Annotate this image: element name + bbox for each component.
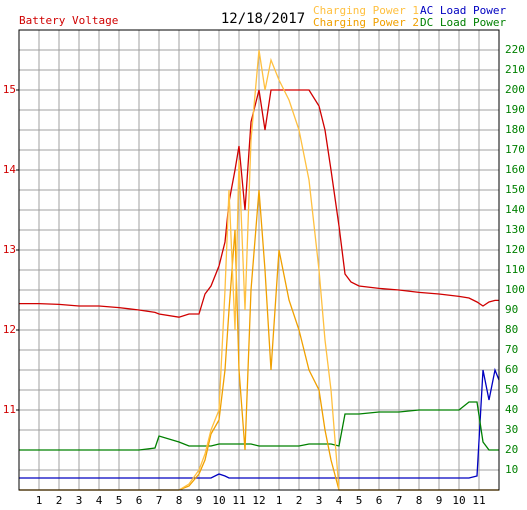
y2-tick-label: 210	[505, 63, 525, 76]
x-tick-label: 5	[116, 494, 123, 507]
y-tick-label: 14	[3, 163, 17, 176]
y2-tick-label: 170	[505, 143, 525, 156]
x-tick-label: 9	[196, 494, 203, 507]
legend-entry: DC Load Power	[420, 16, 506, 29]
data-line	[19, 89, 499, 318]
x-tick-label: 3	[316, 494, 323, 507]
x-tick-label: 11	[232, 494, 245, 507]
x-tick-label: 7	[156, 494, 163, 507]
x-tick-label: 5	[356, 494, 363, 507]
y2-tick-label: 140	[505, 203, 525, 216]
y2-tick-label: 150	[505, 183, 525, 196]
y2-tick-label: 120	[505, 243, 525, 256]
x-tick-label: 4	[96, 494, 103, 507]
y2-tick-label: 190	[505, 103, 525, 116]
y2-tick-label: 30	[505, 423, 518, 436]
x-tick-label: 10	[452, 494, 465, 507]
x-tick-label: 10	[212, 494, 225, 507]
y2-tick-label: 40	[505, 403, 518, 416]
y2-tick-label: 180	[505, 123, 525, 136]
y2-tick-label: 20	[505, 443, 518, 456]
y2-tick-label: 10	[505, 463, 518, 476]
x-tick-label: 1	[276, 494, 283, 507]
x-tick-label: 6	[136, 494, 143, 507]
x-tick-label: 4	[336, 494, 343, 507]
legend-entry: Charging Power 2	[313, 16, 419, 29]
y2-tick-label: 100	[505, 283, 525, 296]
y2-tick-label: 50	[505, 383, 518, 396]
y2-tick-label: 200	[505, 83, 525, 96]
x-tick-label: 11	[472, 494, 485, 507]
y2-tick-label: 90	[505, 303, 518, 316]
chart-title: 12/18/2017	[221, 11, 305, 27]
y2-tick-label: 220	[505, 43, 525, 56]
x-tick-label: 6	[376, 494, 383, 507]
x-tick-label: 7	[396, 494, 403, 507]
legend-entry: Battery Voltage	[19, 14, 118, 27]
legend-entry: Charging Power 1	[313, 4, 419, 17]
x-tick-label: 12	[252, 494, 265, 507]
y2-tick-label: 110	[505, 263, 525, 276]
y2-tick-label: 80	[505, 323, 518, 336]
y2-tick-label: 160	[505, 163, 525, 176]
data-line	[19, 367, 500, 479]
y-tick-label: 13	[3, 243, 16, 256]
y2-tick-label: 60	[505, 363, 518, 376]
x-tick-label: 1	[36, 494, 43, 507]
y2-tick-label: 130	[505, 223, 525, 236]
x-tick-label: 9	[436, 494, 443, 507]
x-tick-label: 3	[76, 494, 83, 507]
y-tick-label: 15	[3, 83, 16, 96]
plot-frame	[18, 29, 500, 491]
x-tick-label: 8	[416, 494, 423, 507]
data-line	[19, 401, 499, 451]
legend-entry: AC Load Power	[420, 4, 506, 17]
y-tick-label: 11	[3, 403, 16, 416]
x-tick-label: 8	[176, 494, 183, 507]
x-tick-label: 2	[56, 494, 63, 507]
x-tick-label: 2	[296, 494, 303, 507]
y2-tick-label: 70	[505, 343, 518, 356]
y-tick-label: 12	[3, 323, 16, 336]
